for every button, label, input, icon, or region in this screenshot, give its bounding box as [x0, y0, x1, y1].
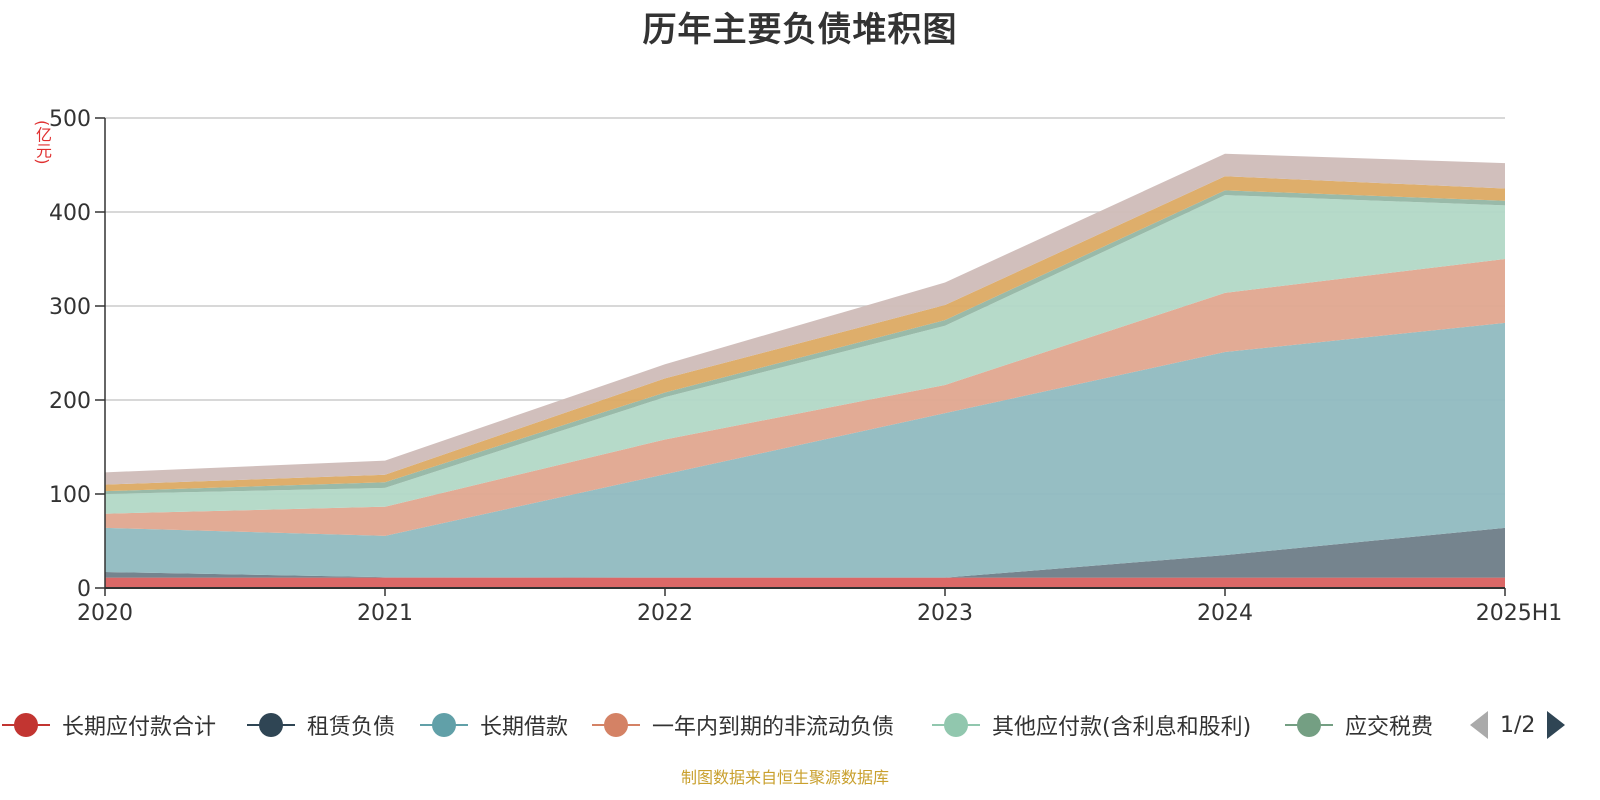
legend-swatch-icon [1283, 710, 1335, 740]
legend-label: 应交税费 [1345, 715, 1434, 740]
area-series [105, 153, 1505, 588]
x-tick-label: 2020 [77, 601, 133, 626]
legend-item[interactable]: 其他应付款(含利息和股利) [930, 708, 1251, 742]
y-tick-label: 300 [49, 295, 91, 320]
legend-prev-arrow-icon[interactable] [1470, 711, 1488, 739]
x-tick-label: 2021 [357, 601, 413, 626]
axes [95, 117, 1506, 596]
legend-label: 长期应付款合计 [62, 715, 217, 740]
area-series-2 [105, 527, 1505, 578]
legend-next-arrow-icon[interactable] [1547, 711, 1566, 739]
legend: 长期应付款合计 租赁负债 长期借款 一年内到期的非流动负债 其他应付款(含利息和股利) 应… [0, 708, 1600, 742]
legend-swatch-icon [930, 710, 982, 740]
x-tick-label: 2025H1 [1476, 601, 1563, 626]
legend-swatch-icon [0, 710, 52, 740]
area-series-1 [105, 577, 1505, 588]
x-tick-label: 2023 [917, 601, 973, 626]
y-tick-label: 0 [77, 577, 91, 602]
legend-label: 一年内到期的非流动负债 [652, 715, 895, 740]
area-series-5 [105, 195, 1505, 514]
legend-label: 其他应付款(含利息和股利) [992, 715, 1252, 740]
area-series-4 [105, 259, 1505, 536]
legend-item[interactable]: 应交税费 [1283, 708, 1433, 742]
data-source-note: 制图数据来自恒生聚源数据库 [680, 768, 889, 787]
legend-label: 租赁负债 [307, 715, 396, 740]
legend-swatch-icon [590, 710, 642, 740]
legend-label: 长期借款 [480, 715, 569, 740]
tick-labels: 0 100 200 300 400 500 2020 2021 2022 2023 2024 2025… [49, 107, 1562, 626]
y-axis-unit: (亿元) [33, 120, 52, 165]
y-tick-label: 400 [49, 201, 91, 226]
legend-swatch-icon [245, 710, 297, 740]
x-tick-label: 2022 [637, 601, 693, 626]
legend-item[interactable]: 长期借款 [418, 708, 568, 742]
x-tick-label: 2024 [1197, 601, 1253, 626]
area-series-3 [105, 322, 1505, 578]
legend-item[interactable]: 长期应付款合计 [0, 708, 216, 742]
y-tick-label: 200 [49, 389, 91, 414]
legend-swatch-icon [418, 710, 470, 740]
y-tick-label: 100 [49, 483, 91, 508]
legend-page-indicator: 1/2 [1500, 712, 1536, 738]
legend-pager: 1/2 [1470, 708, 1566, 742]
stacked-area-chart: 0 100 200 300 400 500 2020 2021 2022 2023 2024 2025… [49, 107, 1562, 626]
legend-item[interactable]: 一年内到期的非流动负债 [590, 708, 894, 742]
y-tick-label: 500 [49, 107, 91, 132]
chart-title: 历年主要负债堆积图 [642, 10, 958, 50]
legend-item[interactable]: 租赁负债 [245, 708, 395, 742]
